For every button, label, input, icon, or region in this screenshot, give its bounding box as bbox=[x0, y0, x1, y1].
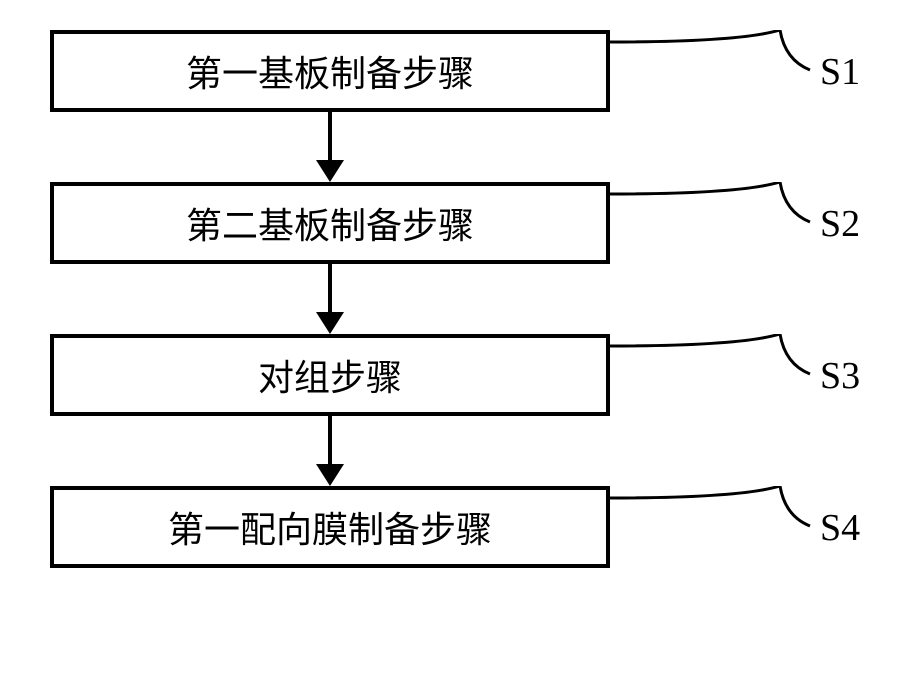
step-label: S4 bbox=[820, 506, 860, 550]
flow-step-box: 第一配向膜制备步骤 bbox=[50, 486, 610, 568]
flow-step-box: 第一基板制备步骤 bbox=[50, 30, 610, 112]
down-arrow bbox=[310, 264, 350, 334]
flow-step-text: 第一配向膜制备步骤 bbox=[168, 501, 492, 553]
step-label: S1 bbox=[820, 50, 860, 94]
connector-curve bbox=[610, 334, 840, 416]
connector-curve bbox=[610, 30, 840, 112]
flow-step-box: 第二基板制备步骤 bbox=[50, 182, 610, 264]
connector-curve bbox=[610, 182, 840, 264]
connector-curve bbox=[610, 486, 840, 568]
step-label: S2 bbox=[820, 202, 860, 246]
flow-step-text: 第一基板制备步骤 bbox=[186, 45, 474, 97]
step-label: S3 bbox=[820, 354, 860, 398]
down-arrow bbox=[310, 112, 350, 182]
flow-step-box: 对组步骤 bbox=[50, 334, 610, 416]
flow-step-text: 第二基板制备步骤 bbox=[186, 197, 474, 249]
flow-step-text: 对组步骤 bbox=[258, 349, 402, 401]
down-arrow bbox=[310, 416, 350, 486]
